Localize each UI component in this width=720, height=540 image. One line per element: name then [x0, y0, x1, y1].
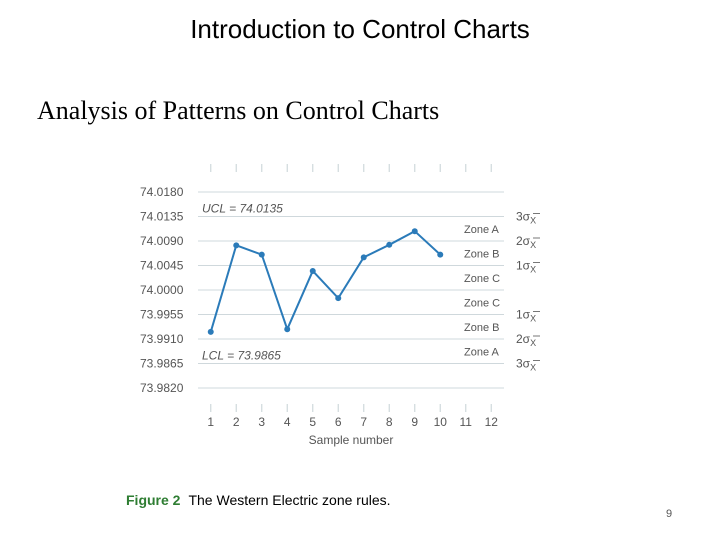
data-point	[233, 242, 240, 249]
x-tick-label: 1	[207, 415, 214, 429]
sigma-label: 3σX	[516, 357, 536, 373]
data-point	[258, 251, 265, 258]
page-number: 9	[666, 508, 673, 520]
x-tick-label: 8	[386, 415, 393, 429]
zone-label: Zone C	[464, 297, 500, 309]
data-point	[411, 228, 418, 235]
y-tick-label: 74.0180	[140, 185, 184, 199]
sigma-label: 3σX	[516, 210, 536, 226]
zone-label: Zone A	[464, 346, 500, 358]
data-point	[207, 328, 214, 335]
y-tick-label: 73.9820	[140, 381, 184, 395]
y-tick-label: 73.9955	[140, 308, 184, 322]
y-tick-label: 74.0045	[140, 259, 184, 273]
control-chart: 74.0180 74.0135 74.0090 74.0045 74.0000 73.99…	[140, 164, 540, 447]
x-tick-label: 10	[434, 415, 448, 429]
x-tick-label: 3	[258, 415, 265, 429]
sigma-subscript: X	[530, 363, 536, 373]
figure-caption-text: The Western Electric zone rules.	[188, 492, 391, 508]
data-point	[360, 254, 367, 261]
sigma-subscript: X	[530, 265, 536, 275]
data-point	[437, 251, 444, 258]
figure-label: Figure 2	[126, 492, 181, 508]
figure-caption: Figure 2 The Western Electric zone rules.	[126, 492, 391, 508]
sigma-label: 1σX	[516, 259, 536, 275]
zone-label: Zone C	[464, 273, 500, 285]
zone-label: Zone A	[464, 224, 500, 236]
sigma-subscript: X	[530, 314, 536, 324]
sigma-label: 2σX	[516, 332, 536, 348]
slide-subtitle: Analysis of Patterns on Control Charts	[37, 96, 440, 125]
x-tick-label: 11	[460, 415, 473, 429]
x-tick-label: 6	[335, 415, 342, 429]
zone-label: Zone B	[464, 322, 499, 334]
data-point	[284, 326, 291, 333]
sigma-subscript: X	[530, 216, 536, 226]
x-axis-label: Sample number	[309, 433, 394, 447]
x-tick-label: 9	[411, 415, 418, 429]
sigma-subscript: X	[530, 240, 536, 250]
y-tick-label: 73.9910	[140, 332, 184, 346]
x-tick-label: 7	[360, 415, 367, 429]
data-point	[386, 241, 393, 248]
x-tick-label: 4	[284, 415, 291, 429]
y-tick-label: 73.9865	[140, 357, 184, 371]
series-line	[209, 229, 441, 333]
sigma-label: 1σX	[516, 308, 536, 324]
x-tick-label: 2	[233, 415, 240, 429]
y-tick-label: 74.0090	[140, 234, 184, 248]
zone-label: Zone B	[464, 248, 499, 260]
data-point	[309, 267, 316, 274]
y-tick-label: 74.0000	[140, 283, 184, 297]
control-limit-label: LCL = 73.9865	[202, 349, 281, 363]
control-limit-label: UCL = 74.0135	[202, 202, 283, 216]
x-tick-label: 12	[485, 415, 499, 429]
y-tick-label: 74.0135	[140, 210, 184, 224]
x-tick-label: 5	[309, 415, 316, 429]
sigma-label: 2σX	[516, 234, 536, 250]
data-point	[335, 295, 342, 302]
slide-title: Introduction to Control Charts	[190, 14, 530, 44]
sigma-subscript: X	[530, 338, 536, 348]
